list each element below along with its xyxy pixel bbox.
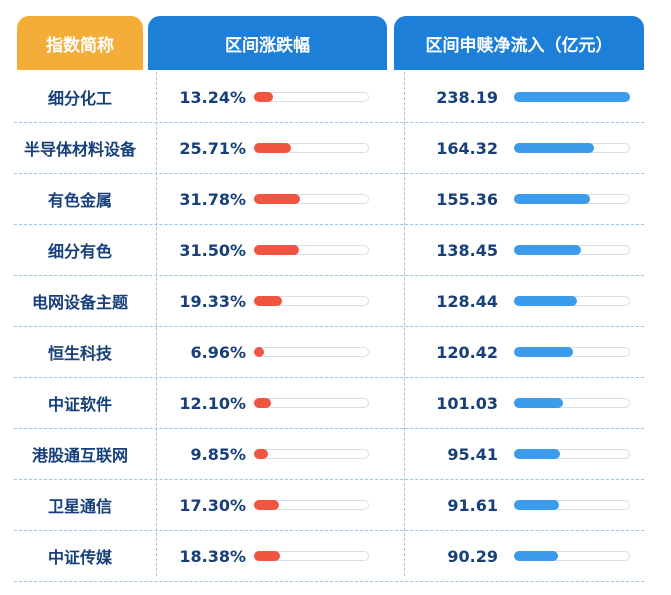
index-name: 恒生科技 <box>47 344 112 363</box>
flow-label: 238.19 <box>436 87 498 107</box>
change-bar <box>254 92 274 102</box>
change-label: 17.30% <box>179 495 246 515</box>
flow-bar-track <box>514 347 630 357</box>
change-bar-track <box>254 398 369 408</box>
flow-label: 120.42 <box>436 342 498 362</box>
flow-label: 91.61 <box>447 495 498 515</box>
table-row: 细分有色 31.50% 138.45 <box>14 225 644 276</box>
index-name: 中证传媒 <box>47 548 112 567</box>
change-bar <box>254 347 264 357</box>
change-bar-track <box>254 296 369 306</box>
change-bar-track <box>254 92 369 102</box>
change-label: 9.85% <box>190 444 246 464</box>
change-label: 12.10% <box>179 393 246 413</box>
change-bar <box>254 398 272 408</box>
table-row: 中证传媒 18.38% 90.29 <box>14 531 644 582</box>
column-divider <box>404 72 405 576</box>
change-bar <box>254 551 281 561</box>
index-name: 有色金属 <box>47 191 112 210</box>
flow-bar-track <box>514 92 630 102</box>
flow-bar-track <box>514 143 630 153</box>
flow-bar <box>514 143 595 153</box>
index-name: 细分化工 <box>47 89 112 108</box>
table-row: 细分化工 13.24% 238.19 <box>14 72 644 123</box>
flow-label: 155.36 <box>436 189 498 209</box>
flow-label: 164.32 <box>436 138 498 158</box>
change-bar-track <box>254 449 369 459</box>
flow-bar <box>514 398 564 408</box>
flow-bar-track <box>514 398 630 408</box>
flow-bar <box>514 449 561 459</box>
flow-label: 101.03 <box>436 393 498 413</box>
change-label: 31.50% <box>179 240 246 260</box>
header-net-inflow: 区间申赎净流入（亿元） <box>394 16 644 70</box>
change-bar <box>254 296 282 306</box>
index-name: 电网设备主题 <box>31 293 128 312</box>
flow-bar <box>514 92 630 102</box>
header-period-change: 区间涨跌幅 <box>148 16 387 70</box>
change-bar <box>254 500 279 510</box>
index-name: 港股通互联网 <box>31 446 128 465</box>
flow-bar <box>514 245 582 255</box>
flow-bar <box>514 194 590 204</box>
flow-label: 138.45 <box>436 240 498 260</box>
change-label: 18.38% <box>179 546 246 566</box>
change-bar <box>254 194 300 204</box>
change-bar <box>254 449 269 459</box>
table-row: 半导体材料设备 25.71% 164.32 <box>14 123 644 174</box>
change-label: 25.71% <box>179 138 246 158</box>
change-bar-track <box>254 551 369 561</box>
table-row: 卫星通信 17.30% 91.61 <box>14 480 644 531</box>
flow-bar <box>514 551 558 561</box>
flow-bar-track <box>514 296 630 306</box>
flow-label: 95.41 <box>447 444 498 464</box>
etf-flow-table: 指数简称 区间涨跌幅 区间申赎净流入（亿元） 细分化工 13.24% 238.19 半… <box>14 16 644 582</box>
flow-label: 128.44 <box>436 291 498 311</box>
change-bar-track <box>254 194 369 204</box>
change-bar-track <box>254 500 369 510</box>
flow-bar-track <box>514 551 630 561</box>
change-label: 19.33% <box>179 291 246 311</box>
flow-bar-track <box>514 194 630 204</box>
table-row: 港股通互联网 9.85% 95.41 <box>14 429 644 480</box>
table-row: 中证软件 12.10% 101.03 <box>14 378 644 429</box>
change-bar-track <box>254 143 369 153</box>
flow-bar-track <box>514 245 630 255</box>
table-row: 有色金属 31.78% 155.36 <box>14 174 644 225</box>
change-label: 31.78% <box>179 189 246 209</box>
column-divider <box>156 72 157 576</box>
flow-label: 90.29 <box>447 546 498 566</box>
flow-bar-track <box>514 449 630 459</box>
change-bar <box>254 143 291 153</box>
index-name: 细分有色 <box>47 242 112 261</box>
change-label: 13.24% <box>179 87 246 107</box>
flow-bar <box>514 347 573 357</box>
table-header: 指数简称 区间涨跌幅 区间申赎净流入（亿元） <box>14 16 644 72</box>
table-body: 细分化工 13.24% 238.19 半导体材料设备 25.71% 164.32 有色金属 3… <box>14 72 644 582</box>
change-label: 6.96% <box>190 342 246 362</box>
flow-bar <box>514 296 577 306</box>
index-name: 半导体材料设备 <box>23 140 136 159</box>
table-row: 电网设备主题 19.33% 128.44 <box>14 276 644 327</box>
change-bar-track <box>254 347 369 357</box>
index-name: 卫星通信 <box>47 497 112 516</box>
table-row: 恒生科技 6.96% 120.42 <box>14 327 644 378</box>
header-index-name: 指数简称 <box>17 16 143 70</box>
flow-bar <box>514 500 559 510</box>
change-bar-track <box>254 245 369 255</box>
index-name: 中证软件 <box>47 395 112 414</box>
flow-bar-track <box>514 500 630 510</box>
change-bar <box>254 245 300 255</box>
